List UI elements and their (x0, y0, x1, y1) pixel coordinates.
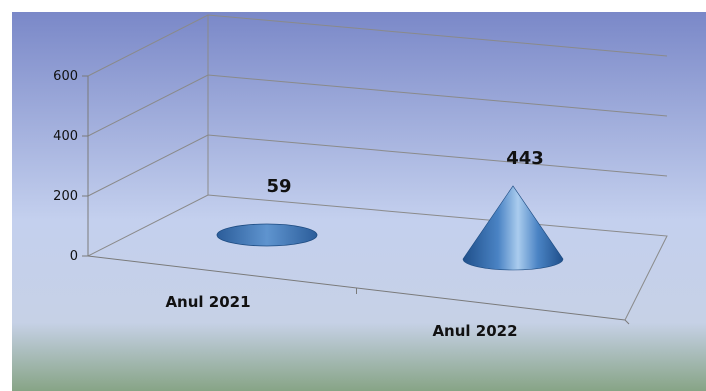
x-axis-end-tick (624, 319, 630, 325)
cone-body (462, 185, 564, 271)
y-tick-label: 600 (53, 69, 78, 84)
gridline-400 (87, 74, 668, 137)
y-axis-ticks: 0 200 400 600 (53, 69, 88, 264)
floor-outline (87, 194, 668, 321)
data-label-2: 443 (506, 148, 544, 169)
gridline-200 (87, 134, 668, 197)
gridlines (87, 14, 668, 321)
y-tick-label: 200 (53, 189, 78, 204)
category-labels: Anul 2021 Anul 2022 (165, 293, 517, 340)
category-label-2: Anul 2022 (432, 322, 517, 340)
axes (87, 76, 630, 325)
data-label-1: 59 (266, 176, 291, 197)
chart-background (12, 12, 706, 391)
category-label-1: Anul 2021 (165, 293, 250, 311)
cone-base (216, 223, 318, 247)
cone-1 (216, 223, 318, 247)
left-white-band (0, 0, 12, 391)
data-labels: 59 443 (266, 148, 543, 197)
top-white-band (0, 0, 706, 12)
gridline-600 (87, 14, 668, 77)
cone-2 (462, 185, 564, 271)
cones (216, 185, 564, 271)
y-tick-label: 0 (70, 249, 78, 264)
y-tick-label: 400 (53, 129, 78, 144)
